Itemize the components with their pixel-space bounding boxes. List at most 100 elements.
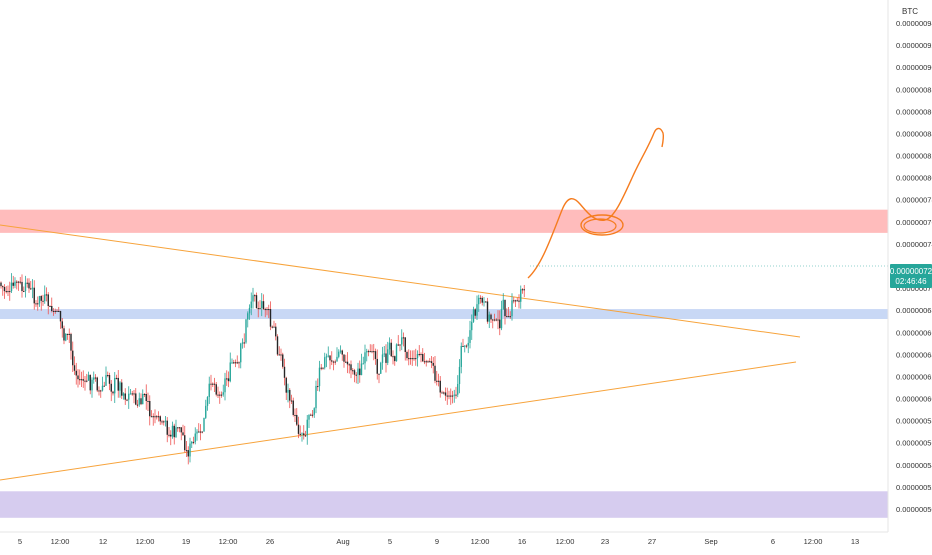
candle: [511, 293, 513, 321]
candle: [14, 277, 16, 289]
candle: [150, 410, 153, 418]
candle: [373, 343, 375, 361]
time-tick-label: 6: [771, 537, 775, 546]
candle: [26, 278, 28, 288]
candle: [458, 359, 461, 394]
price-tick-label: 0.00000050: [896, 505, 932, 514]
candle: [322, 367, 324, 370]
candle: [276, 334, 279, 356]
candle: [37, 296, 39, 311]
candle: [341, 349, 343, 361]
candle: [198, 423, 200, 433]
projection-arrow-path: [527, 132, 655, 279]
time-tick-label: 5: [18, 537, 22, 546]
candle: [203, 417, 205, 432]
candle: [420, 352, 422, 363]
candle: [492, 318, 494, 329]
candle: [516, 297, 518, 302]
candle: [250, 292, 252, 316]
candle: [469, 320, 471, 349]
candle: [89, 374, 91, 395]
candle: [268, 304, 270, 319]
candle: [464, 345, 466, 353]
candle: [301, 432, 303, 442]
countdown-timer: 02:46:46: [895, 277, 927, 286]
candle: [376, 349, 378, 380]
price-tick-label: 0.00000078: [896, 196, 932, 205]
candle: [122, 392, 125, 400]
candle: [205, 399, 207, 420]
candle: [432, 357, 434, 374]
candle: [310, 413, 312, 416]
candle: [80, 371, 83, 388]
candle: [94, 374, 97, 382]
candle: [346, 352, 349, 374]
price-tick-label: 0.00000066: [896, 328, 932, 337]
candle: [493, 313, 496, 322]
candle: [434, 356, 436, 384]
time-tick-label: 12:00: [471, 537, 490, 546]
descending-trendline: [0, 224, 801, 338]
candle: [350, 360, 352, 379]
candle: [336, 347, 338, 362]
time-axis[interactable]: 5 12:00 12 12:00 19 12:00 26 Aug 5 9 12:00 16 12:00 2…: [0, 531, 888, 546]
candle: [96, 376, 98, 393]
candle: [66, 333, 69, 340]
candle: [457, 375, 459, 398]
candle: [93, 371, 95, 384]
candle: [255, 292, 258, 309]
candle: [98, 386, 100, 396]
candle: [521, 288, 524, 294]
candle: [114, 372, 116, 403]
candle: [31, 279, 34, 299]
candle: [476, 295, 478, 320]
candle: [523, 284, 525, 298]
time-tick-label: 12:00: [219, 537, 238, 546]
candle: [422, 348, 424, 362]
candle: [112, 390, 114, 396]
candle: [462, 338, 464, 347]
candle: [243, 333, 245, 348]
candle: [311, 410, 314, 418]
candle: [182, 424, 184, 437]
candle: [70, 332, 72, 360]
candle: [142, 389, 144, 405]
bottom-zone: [0, 491, 888, 518]
candle: [443, 391, 445, 395]
candle: [79, 369, 81, 385]
candle: [166, 417, 168, 443]
candle: [264, 307, 266, 318]
candle: [416, 350, 419, 367]
candle: [472, 306, 475, 323]
candle: [58, 306, 60, 313]
candle: [357, 362, 359, 385]
candle: [392, 350, 394, 365]
price-tick-label: 0.00000090: [896, 63, 932, 72]
candle: [206, 396, 209, 411]
candle: [455, 386, 457, 399]
candle: [327, 346, 329, 358]
candle: [364, 344, 366, 370]
time-tick-label: 19: [182, 537, 190, 546]
candle: [16, 280, 18, 290]
candle: [381, 346, 384, 370]
candle: [297, 416, 300, 439]
candle: [185, 441, 188, 458]
candle: [465, 344, 468, 349]
candle: [275, 323, 277, 341]
candle: [395, 343, 398, 362]
candle: [178, 427, 181, 433]
candle: [233, 359, 235, 364]
candle: [219, 391, 221, 404]
candle: [334, 359, 336, 365]
candle: [44, 285, 46, 304]
candle: [135, 388, 137, 406]
candle: [164, 416, 167, 427]
time-tick-label: 26: [266, 537, 274, 546]
candle: [325, 353, 328, 368]
candle: [12, 275, 14, 289]
candle: [54, 308, 56, 314]
candle: [5, 286, 7, 294]
